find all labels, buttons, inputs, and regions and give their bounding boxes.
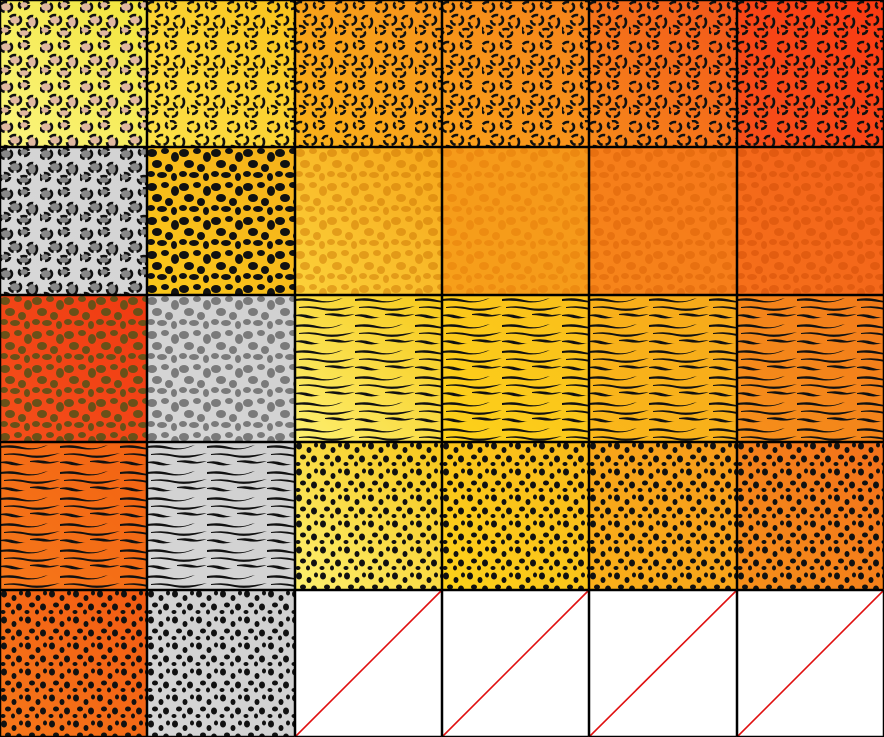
swatch-pattern [442, 147, 589, 295]
swatch-border [588, 0, 738, 148]
swatch [441, 294, 590, 443]
swatch [294, 589, 443, 737]
swatch-pattern [589, 295, 737, 442]
swatch-pattern [0, 0, 147, 147]
swatch-border [294, 0, 443, 148]
swatch [146, 294, 296, 443]
swatch-border [441, 146, 590, 296]
swatch-border [441, 441, 590, 591]
swatch [736, 0, 884, 148]
swatch [736, 589, 884, 737]
swatch [588, 146, 738, 296]
swatch-border [146, 294, 296, 443]
swatch [736, 294, 884, 443]
swatch-border [146, 0, 296, 148]
swatch [0, 589, 148, 737]
swatch [588, 0, 738, 148]
swatch-border [0, 441, 148, 591]
swatch-pattern [442, 0, 589, 147]
swatch-pattern [0, 295, 147, 442]
swatch [294, 294, 443, 443]
swatch-pattern [737, 147, 884, 295]
swatch-pattern [737, 295, 884, 442]
swatch [294, 441, 443, 591]
none-slash [441, 589, 590, 737]
swatch [736, 146, 884, 296]
swatch-pattern [295, 295, 442, 442]
swatch-border [294, 294, 443, 443]
swatch [294, 0, 443, 148]
swatch-pattern [589, 147, 737, 295]
swatch-border [588, 441, 738, 591]
swatch [0, 0, 148, 148]
swatch-pattern [295, 442, 442, 590]
swatch [736, 441, 884, 591]
swatch [146, 589, 296, 737]
swatch-pattern [147, 442, 295, 590]
swatch [441, 146, 590, 296]
swatch-pattern [589, 442, 737, 590]
swatch-border [146, 441, 296, 591]
swatch-border [294, 146, 443, 296]
swatch-border [0, 0, 148, 148]
swatch [588, 441, 738, 591]
swatch-border [588, 146, 738, 296]
swatch-pattern [737, 0, 884, 147]
swatch-border [294, 441, 443, 591]
swatch-pattern [442, 442, 589, 590]
swatch-border [441, 0, 590, 148]
swatch-pattern [147, 0, 295, 147]
swatch [0, 441, 148, 591]
swatch-pattern [0, 442, 147, 590]
swatch-pattern [295, 0, 442, 147]
swatch [146, 146, 296, 296]
swatch-border [0, 146, 148, 296]
swatch-pattern [442, 295, 589, 442]
swatch-pattern [147, 147, 295, 295]
swatch [441, 0, 590, 148]
swatch-pattern [147, 590, 295, 737]
swatch-border [146, 146, 296, 296]
swatch [441, 441, 590, 591]
none-slash [294, 589, 443, 737]
swatch [0, 146, 148, 296]
swatch-border [588, 294, 738, 443]
swatch [294, 146, 443, 296]
swatch [588, 589, 738, 737]
none-slash [736, 589, 884, 737]
swatch-pattern [0, 147, 147, 295]
swatch-border [0, 294, 148, 443]
swatch-pattern [589, 0, 737, 147]
swatch-pattern [737, 442, 884, 590]
swatch [588, 294, 738, 443]
swatch-pattern [0, 590, 147, 737]
swatch [0, 294, 148, 443]
swatch [441, 589, 590, 737]
none-slash [588, 589, 738, 737]
swatch-pattern [295, 147, 442, 295]
swatch [146, 0, 296, 148]
swatch-pattern [147, 295, 295, 442]
swatch [146, 441, 296, 591]
swatch-border [441, 294, 590, 443]
